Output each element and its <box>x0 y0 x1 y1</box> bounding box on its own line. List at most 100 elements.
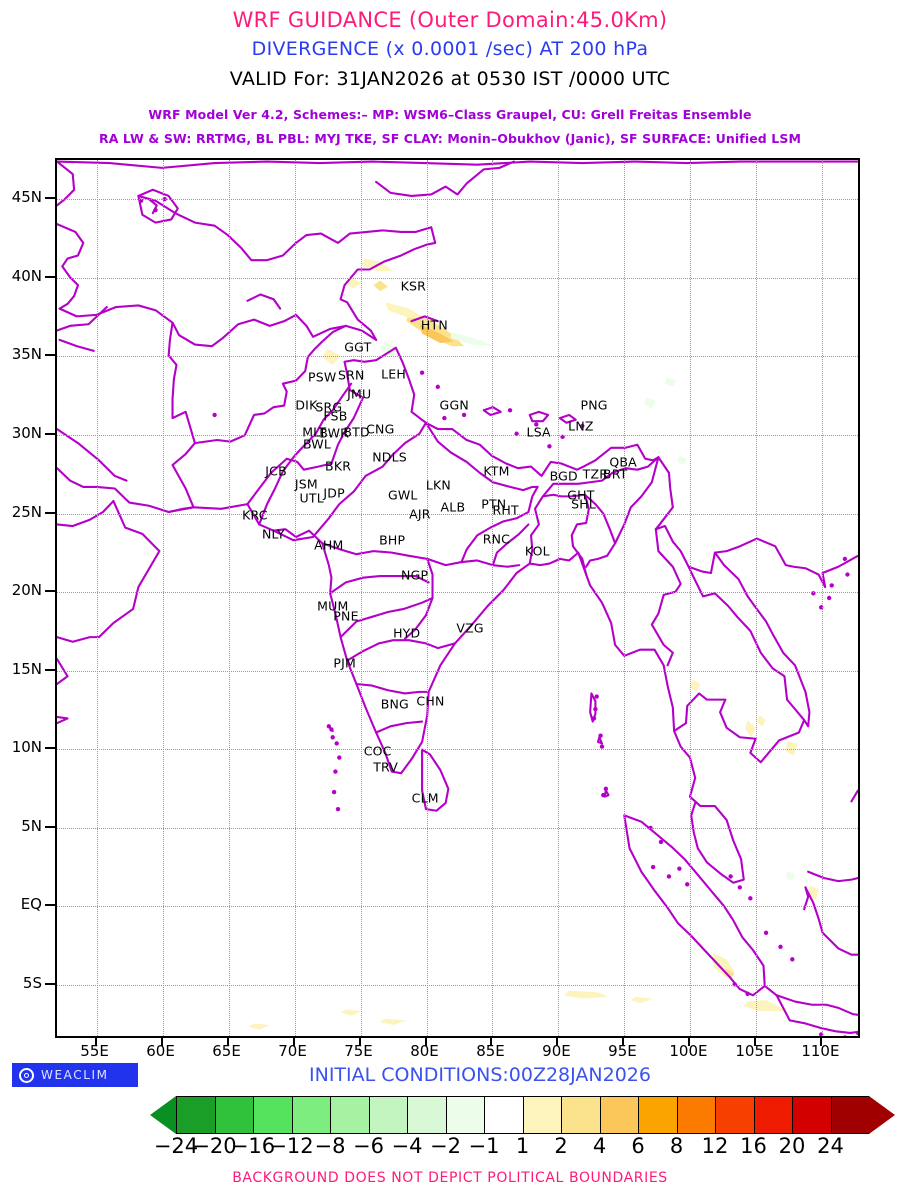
colorbar-tick-label: 20 <box>778 1134 806 1158</box>
colorbar-swatch[interactable] <box>638 1096 677 1134</box>
station-label: BWL <box>302 436 331 452</box>
colorbar-high-extend <box>869 1096 895 1134</box>
gridline-lon <box>558 160 560 1036</box>
lon-tick <box>688 1038 691 1046</box>
lat-tick <box>45 668 55 671</box>
colorbar-swatch[interactable] <box>176 1096 215 1134</box>
lat-tick-label: 5N <box>21 816 42 835</box>
brand-label: WEACLIM <box>41 1068 109 1082</box>
lat-tick <box>45 747 55 750</box>
disclaimer-text: BACKGROUND DOES NOT DEPICT POLITICAL BOU… <box>232 1170 668 1186</box>
lat-tick-label: 40N <box>11 266 42 285</box>
gridline-lon <box>96 160 98 1036</box>
station-label: NLY <box>261 526 285 542</box>
colorbar-swatch[interactable] <box>445 1096 484 1134</box>
gridline-lat <box>57 670 858 672</box>
station-label: FSB <box>323 408 348 424</box>
gridline-lat <box>57 827 858 829</box>
lat-tick-label: 5S <box>22 974 42 992</box>
lon-tick <box>754 1038 757 1046</box>
gridline-lon <box>360 160 362 1036</box>
gridline-lat <box>57 277 858 279</box>
lon-tick <box>160 1038 163 1046</box>
colorbar-tick-label: −12 <box>269 1134 314 1158</box>
station-label: BKR <box>325 458 352 474</box>
station-label: MUM <box>317 598 349 614</box>
lon-tick-label: 85E <box>476 1042 505 1060</box>
station-label: BWR <box>319 425 350 441</box>
colorbar-swatch[interactable] <box>291 1096 330 1134</box>
lon-tick <box>490 1038 493 1046</box>
station-label: BRT <box>602 466 628 482</box>
gridline-lon <box>690 160 692 1036</box>
colorbar-swatch[interactable] <box>330 1096 369 1134</box>
colorbar-swatch[interactable] <box>368 1096 407 1134</box>
colorbar-swatch[interactable] <box>484 1096 523 1134</box>
colorbar-swatch[interactable] <box>676 1096 715 1134</box>
colorbar-tick-label: 8 <box>669 1134 684 1158</box>
colorbar[interactable] <box>150 1096 895 1134</box>
colorbar-swatch[interactable] <box>407 1096 446 1134</box>
lon-tick-label: 70E <box>278 1042 307 1060</box>
station-label: LKN <box>425 477 451 493</box>
colorbar-tick-label: 2 <box>554 1134 568 1158</box>
station-label: AHM <box>314 537 344 553</box>
colorbar-swatch[interactable] <box>753 1096 792 1134</box>
lat-tick-label: EQ <box>20 895 42 914</box>
model-schemes-line-2: RA LW & SW: RRTMG, BL PBL: MYJ TKE, SF C… <box>98 131 802 146</box>
colorbar-swatch[interactable] <box>561 1096 600 1134</box>
station-label: GWL <box>387 487 418 503</box>
colorbar-tick-label: −8 <box>314 1134 346 1158</box>
station-label: BNG <box>380 696 409 712</box>
station-label: NDLS <box>372 449 407 465</box>
lon-tick-label: 80E <box>410 1042 439 1060</box>
station-label: SHL <box>571 496 596 512</box>
colorbar-swatch[interactable] <box>792 1096 831 1134</box>
colorbar-tick-label: 12 <box>701 1134 729 1158</box>
station-label: QBA <box>609 454 637 470</box>
colorbar-tick-label: −20 <box>192 1134 237 1158</box>
divergence-shading-layer <box>248 258 819 1030</box>
colorbar-swatch[interactable] <box>522 1096 561 1134</box>
page-title-primary: WRF GUIDANCE (Outer Domain:45.0Km) <box>232 8 668 32</box>
station-label: JMU <box>347 386 372 402</box>
gridline-lat <box>57 356 858 358</box>
station-label: HYD <box>393 625 421 641</box>
station-label: LEH <box>381 366 406 382</box>
colorbar-tick-label: −1 <box>468 1134 500 1158</box>
lat-tick-label: 20N <box>11 581 42 600</box>
station-label: KTM <box>483 463 510 479</box>
colorbar-swatch[interactable] <box>599 1096 638 1134</box>
lat-tick <box>45 904 55 907</box>
lat-tick-label: 45N <box>11 188 42 207</box>
weaclim-brand-badge[interactable]: WEACLIM <box>12 1063 138 1087</box>
station-label: PNG <box>580 397 608 413</box>
lat-tick-label: 35N <box>11 345 42 364</box>
colorbar-swatch[interactable] <box>214 1096 253 1134</box>
station-label: DIK <box>295 397 318 413</box>
station-label: LNZ <box>568 418 594 434</box>
map-plot-area[interactable]: KSR HTN GGT PSW SRN LEH JMU DIK SRG FSB GGN PNG MLT B… <box>55 158 860 1038</box>
station-label: JDP <box>323 485 345 501</box>
lon-tick-label: 65E <box>212 1042 241 1060</box>
station-label: KSR <box>400 278 427 294</box>
station-label: TZR <box>582 466 609 482</box>
lat-tick <box>45 197 55 200</box>
page-title-parameter: DIVERGENCE (x 0.0001 /sec) AT 200 hPa <box>251 38 649 60</box>
gridline-lon <box>294 160 296 1036</box>
circle-logo-icon <box>19 1067 34 1083</box>
colorbar-tick-labels: −24 −20 −16 −12 −8 −6 −4 −2 −1 1 2 4 6 8 12 16 20 24 <box>0 1134 900 1160</box>
lon-tick <box>226 1038 229 1046</box>
station-label: NGP <box>401 567 429 583</box>
colorbar-swatch[interactable] <box>253 1096 292 1134</box>
lat-tick-label: 10N <box>11 738 42 757</box>
station-label: LSA <box>526 424 551 440</box>
colorbar-swatch[interactable] <box>715 1096 754 1134</box>
colorbar-swatch[interactable] <box>830 1096 869 1134</box>
coastline-border-layer <box>57 160 858 1036</box>
station-label: SRN <box>337 367 365 383</box>
lon-tick <box>556 1038 559 1046</box>
colorbar-tick-label: −2 <box>430 1134 461 1158</box>
station-label: TRV <box>373 759 398 775</box>
lat-tick-label: 30N <box>11 424 42 442</box>
